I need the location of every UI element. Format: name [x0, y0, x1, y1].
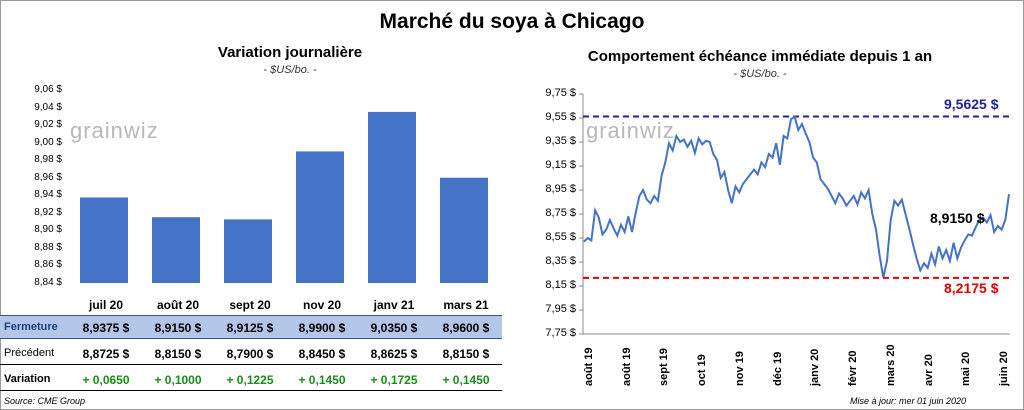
x-tick-label: juin 20: [998, 351, 1010, 386]
bar: [296, 151, 344, 283]
y-tick-label: 9,35 $: [545, 135, 576, 147]
bar: [80, 197, 128, 283]
variation-cell: + 0,1725: [370, 373, 418, 387]
precedent-cell: 8,8725 $: [82, 347, 130, 361]
x-tick-label: déc 19: [771, 351, 784, 386]
x-tick-label: oct 19: [696, 354, 709, 386]
main-title: Marché du soya à Chicago: [379, 10, 645, 33]
y-tick-label: 8,94 $: [34, 189, 62, 201]
y-tick-label: 9,02 $: [34, 119, 62, 131]
y-tick-label: 8,15 $: [545, 279, 576, 291]
variation-cell: + 0,1450: [298, 373, 346, 387]
variation-cell: + 0,1225: [226, 373, 274, 387]
grainwiz-logo: grainwiz: [70, 118, 159, 143]
y-tick-label: 8,90 $: [34, 224, 62, 236]
y-tick-label: 9,00 $: [34, 136, 62, 148]
left-panel-title: Variation journalière: [217, 44, 363, 61]
y-tick-label: 8,75 $: [545, 207, 576, 219]
precedent-label: Précédent: [4, 347, 55, 359]
y-tick-label: 8,86 $: [34, 259, 62, 271]
y-tick-label: 8,55 $: [545, 231, 576, 243]
y-tick-label: 9,75 $: [545, 87, 576, 99]
fermeture-row: Fermeture 8,9375 $ 8,9150 $ 8,9125 $ 8,9…: [0, 315, 502, 339]
variation-label: Variation: [4, 373, 51, 385]
left-panel-subtitle: - $US/bo. -: [263, 64, 317, 76]
high-value-label: 9,5625 $: [944, 96, 999, 112]
grainwiz-logo-right: grainwiz: [586, 118, 675, 143]
x-tick-label: nov 19: [733, 351, 746, 386]
precedent-cell: 8,8150 $: [154, 347, 202, 361]
table-header-row: juil 20 août 20 sept 20 nov 20 janv 21 m…: [0, 298, 502, 314]
y-tick-label: 8,84 $: [34, 277, 62, 288]
left-bar-chart: [80, 111, 488, 283]
precedent-cell: 8,8625 $: [370, 347, 418, 361]
x-tick-label: août 19: [583, 347, 595, 386]
y-tick-label: 8,98 $: [34, 154, 62, 166]
col-header-3: sept 20: [229, 298, 271, 312]
col-header-5: janv 21: [373, 298, 415, 312]
variation-cell: + 0,0650: [82, 373, 130, 387]
bar: [224, 219, 272, 283]
fermeture-cell: 8,9375 $: [82, 321, 130, 335]
right-panel-title: Comportement échéance immédiate depuis 1…: [587, 48, 933, 65]
x-tick-label: mars 20: [884, 344, 897, 386]
last-value-label: 8,9150 $: [930, 210, 985, 226]
y-tick-label: 8,88 $: [34, 241, 62, 253]
precedent-cell: 8,8450 $: [298, 347, 346, 361]
x-tick-label: août 19: [620, 347, 633, 386]
variation-cell: + 0,1450: [442, 373, 490, 387]
y-tick-label: 8,92 $: [34, 206, 62, 218]
fermeture-label: Fermeture: [4, 321, 58, 333]
y-tick-label: 9,06 $: [34, 84, 62, 95]
x-tick-label: sept 19: [658, 348, 671, 386]
y-tick-label: 8,96 $: [34, 171, 62, 183]
col-header-4: nov 20: [302, 298, 341, 312]
col-header-6: mars 21: [443, 298, 489, 312]
y-tick-label: 8,95 $: [545, 183, 576, 195]
x-tick-label: mai 20: [960, 351, 973, 386]
fermeture-cell: 8,9125 $: [226, 321, 274, 335]
bar: [152, 217, 200, 283]
fermeture-cell: 8,9150 $: [154, 321, 202, 335]
y-tick-label: 8,35 $: [545, 255, 576, 267]
fermeture-cell: 9,0350 $: [370, 321, 418, 335]
precedent-cell: 8,8150 $: [442, 347, 490, 361]
variation-cell: + 0,1000: [154, 373, 202, 387]
y-tick-label: 9,04 $: [34, 101, 62, 113]
y-tick-label: 7,95 $: [545, 303, 576, 315]
y-tick-label: 9,55 $: [545, 111, 576, 123]
y-tick-label: 9,15 $: [545, 159, 576, 171]
fermeture-cell: 8,9900 $: [298, 321, 346, 335]
precedent-cell: 8,7900 $: [226, 347, 274, 361]
bar: [368, 111, 416, 283]
low-value-label: 8,2175 $: [944, 280, 999, 296]
variation-row: Variation + 0,0650 + 0,1000 + 0,1225 + 0…: [0, 368, 502, 391]
x-tick-label: avr 20: [922, 354, 935, 386]
x-tick-label: janv 20: [809, 348, 822, 386]
col-header-2: août 20: [156, 298, 199, 312]
y-tick-label: 7,75 $: [545, 327, 576, 339]
bar: [440, 177, 488, 283]
precedent-row: Précédent 8,8725 $ 8,8150 $ 8,7900 $ 8,8…: [0, 342, 502, 365]
right-panel-subtitle: - $US/bo. -: [733, 68, 787, 80]
col-header-1: juil 20: [88, 298, 123, 312]
fermeture-cell: 8,9600 $: [442, 321, 490, 335]
x-tick-label: févr 20: [847, 350, 860, 386]
source-note: Source: CME Group: [4, 396, 86, 406]
update-note: Mise à jour: mer 01 juin 2020: [850, 396, 967, 406]
